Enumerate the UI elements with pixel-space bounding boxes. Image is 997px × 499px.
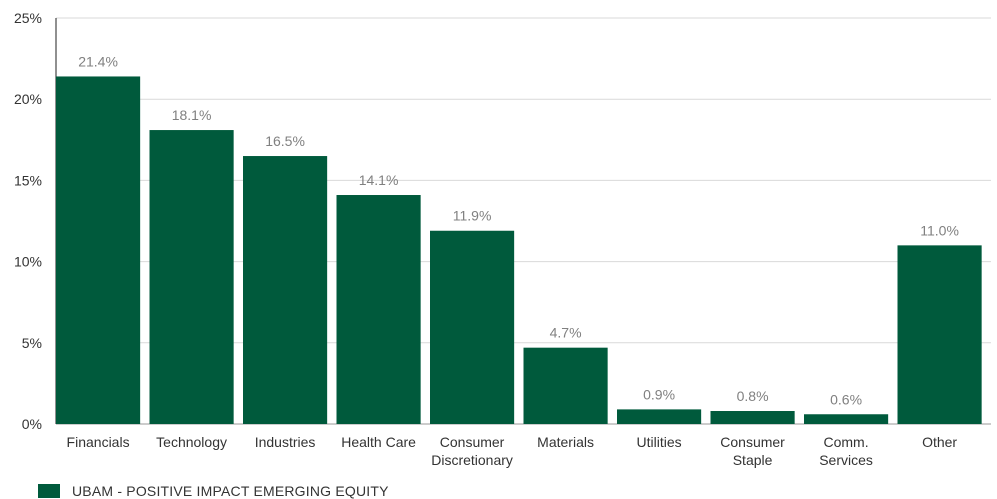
- data-labels: 21.4% 18.1% 16.5% 14.1% 11.9% 4.7% 0.9% 0.8% 0.6…: [78, 53, 959, 407]
- legend: UBAM - POSITIVE IMPACT EMERGING EQUITY: [38, 483, 389, 499]
- y-tick-label: 15%: [14, 172, 42, 188]
- data-label: 0.9%: [643, 386, 675, 402]
- y-tick-label: 25%: [14, 10, 42, 26]
- category-label: Materials: [537, 434, 594, 450]
- data-label: 18.1%: [172, 107, 212, 123]
- bar: [897, 245, 982, 424]
- category-label: Staple: [733, 452, 773, 468]
- y-tick-label: 5%: [22, 335, 42, 351]
- bar: [430, 230, 515, 424]
- data-label: 0.8%: [737, 388, 769, 404]
- data-label: 11.0%: [920, 222, 959, 238]
- category-label: Industries: [255, 434, 316, 450]
- category-label: Health Care: [341, 434, 416, 450]
- legend-swatch: [38, 484, 60, 498]
- bar: [56, 76, 141, 425]
- y-tick-label: 0%: [22, 416, 42, 432]
- legend-label: UBAM - POSITIVE IMPACT EMERGING EQUITY: [72, 483, 389, 499]
- bar: [523, 347, 608, 424]
- y-axis: 0% 5% 10% 15% 20% 25%: [14, 10, 57, 432]
- data-label: 0.6%: [830, 391, 862, 407]
- y-tick-label: 20%: [14, 91, 42, 107]
- data-label: 21.4%: [78, 53, 118, 69]
- category-label: Other: [922, 434, 957, 450]
- x-axis-labels: Financials Technology Industries Health Car…: [67, 434, 958, 468]
- category-label: Consumer: [720, 434, 785, 450]
- bar: [149, 130, 234, 424]
- bar: [336, 195, 421, 424]
- category-label: Utilities: [637, 434, 682, 450]
- y-tick-label: 10%: [14, 254, 42, 270]
- data-label: 11.9%: [453, 208, 492, 224]
- category-label: Consumer: [440, 434, 505, 450]
- category-label: Financials: [67, 434, 130, 450]
- bar: [804, 414, 889, 424]
- category-label: Services: [819, 452, 873, 468]
- bars: [56, 76, 982, 425]
- bar: [243, 156, 328, 425]
- bar: [710, 411, 795, 424]
- data-label: 14.1%: [359, 172, 399, 188]
- category-label: Technology: [156, 434, 227, 450]
- category-label: Comm.: [824, 434, 869, 450]
- bar: [617, 409, 702, 424]
- category-label: Discretionary: [431, 452, 513, 468]
- data-label: 4.7%: [550, 325, 582, 341]
- data-label: 16.5%: [265, 133, 305, 149]
